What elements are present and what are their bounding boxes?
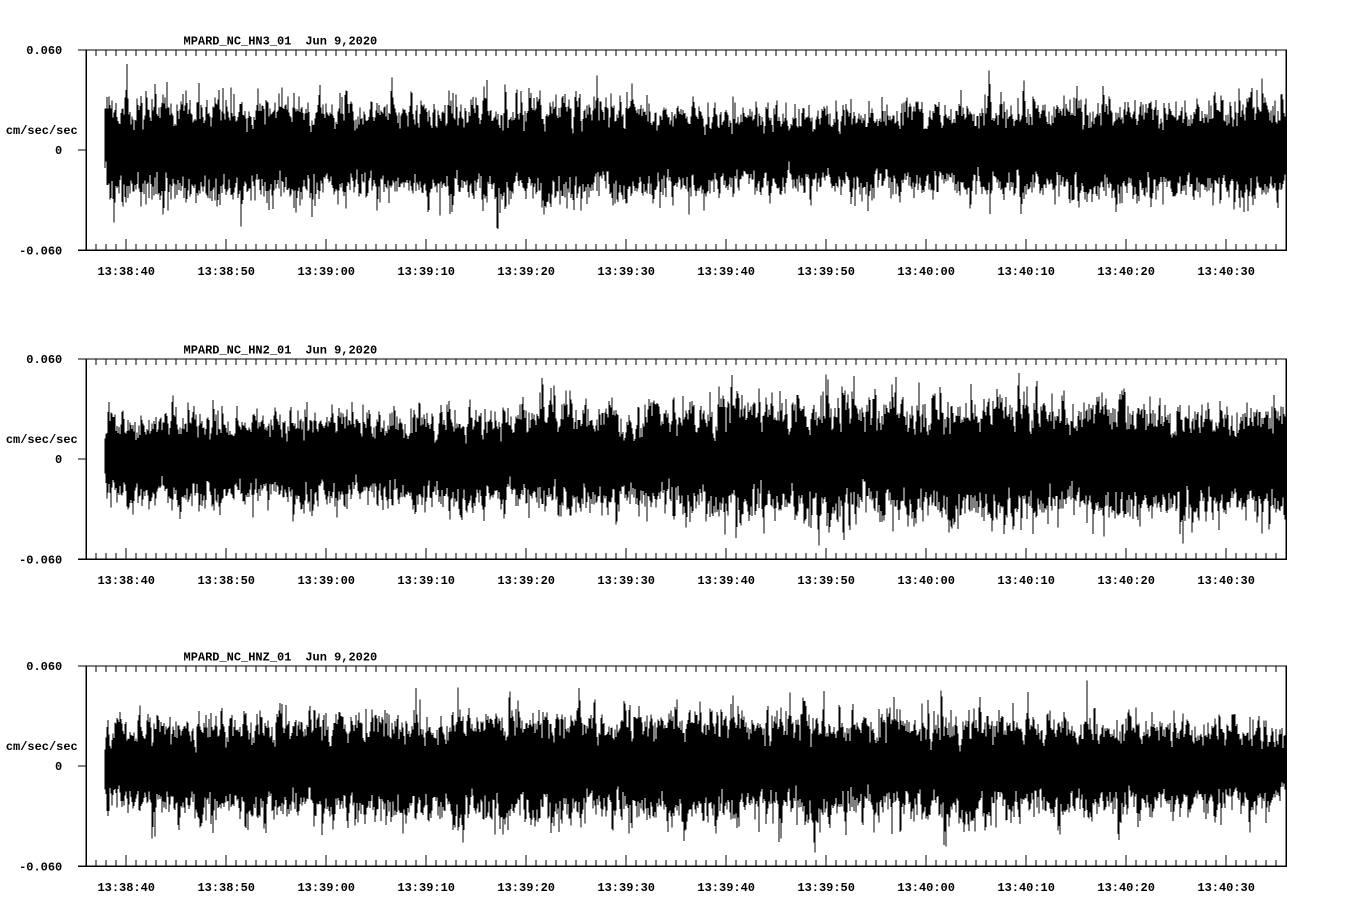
svg-text:13:39:10: 13:39:10	[397, 265, 455, 279]
svg-text:13:39:40: 13:39:40	[697, 574, 755, 588]
svg-text:0: 0	[55, 453, 62, 467]
svg-text:13:40:30: 13:40:30	[1197, 574, 1255, 588]
svg-text:13:39:30: 13:39:30	[597, 881, 655, 895]
svg-text:13:38:50: 13:38:50	[197, 881, 255, 895]
svg-text:13:39:10: 13:39:10	[397, 574, 455, 588]
svg-text:13:40:00: 13:40:00	[897, 265, 955, 279]
svg-text:0.060: 0.060	[26, 660, 62, 674]
svg-text:13:40:10: 13:40:10	[997, 574, 1055, 588]
svg-text:13:39:20: 13:39:20	[497, 265, 555, 279]
svg-text:cm/sec/sec: cm/sec/sec	[6, 740, 78, 754]
svg-text:13:40:10: 13:40:10	[997, 881, 1055, 895]
svg-text:13:38:40: 13:38:40	[97, 574, 155, 588]
svg-text:Jun 9,2020: Jun 9,2020	[305, 651, 377, 665]
svg-text:13:38:40: 13:38:40	[97, 881, 155, 895]
svg-text:13:39:00: 13:39:00	[297, 265, 355, 279]
svg-text:0: 0	[55, 760, 62, 774]
svg-text:13:39:00: 13:39:00	[297, 881, 355, 895]
svg-text:13:40:30: 13:40:30	[1197, 265, 1255, 279]
svg-text:13:38:40: 13:38:40	[97, 265, 155, 279]
svg-text:cm/sec/sec: cm/sec/sec	[6, 124, 78, 138]
svg-text:13:39:50: 13:39:50	[797, 574, 855, 588]
svg-text:13:40:00: 13:40:00	[897, 881, 955, 895]
svg-text:MPARD_NC_HN2_01: MPARD_NC_HN2_01	[184, 343, 292, 357]
svg-text:cm/sec/sec: cm/sec/sec	[6, 433, 78, 447]
svg-text:13:40:20: 13:40:20	[1097, 574, 1155, 588]
svg-text:13:39:40: 13:39:40	[697, 265, 755, 279]
svg-text:13:39:00: 13:39:00	[297, 574, 355, 588]
svg-text:-0.060: -0.060	[19, 244, 62, 258]
svg-text:MPARD_NC_HN3_01: MPARD_NC_HN3_01	[184, 34, 292, 48]
svg-text:13:40:00: 13:40:00	[897, 574, 955, 588]
svg-text:13:39:50: 13:39:50	[797, 265, 855, 279]
svg-text:Jun 9,2020: Jun 9,2020	[305, 343, 377, 357]
svg-text:13:40:30: 13:40:30	[1197, 881, 1255, 895]
svg-text:-0.060: -0.060	[19, 553, 62, 567]
svg-text:Jun 9,2020: Jun 9,2020	[305, 34, 377, 48]
svg-text:13:39:20: 13:39:20	[497, 574, 555, 588]
svg-text:13:40:10: 13:40:10	[997, 265, 1055, 279]
svg-text:13:38:50: 13:38:50	[197, 265, 255, 279]
svg-text:0.060: 0.060	[26, 44, 62, 58]
svg-text:MPARD_NC_HNZ_01: MPARD_NC_HNZ_01	[184, 651, 292, 665]
svg-text:13:39:50: 13:39:50	[797, 881, 855, 895]
svg-text:13:40:20: 13:40:20	[1097, 265, 1155, 279]
svg-text:13:39:30: 13:39:30	[597, 265, 655, 279]
svg-text:13:39:20: 13:39:20	[497, 881, 555, 895]
svg-text:13:39:40: 13:39:40	[697, 881, 755, 895]
svg-text:0: 0	[55, 144, 62, 158]
svg-text:13:40:20: 13:40:20	[1097, 881, 1155, 895]
svg-text:13:39:10: 13:39:10	[397, 881, 455, 895]
svg-text:13:38:50: 13:38:50	[197, 574, 255, 588]
svg-text:-0.060: -0.060	[19, 861, 62, 875]
svg-text:0.060: 0.060	[26, 353, 62, 367]
svg-text:13:39:30: 13:39:30	[597, 574, 655, 588]
